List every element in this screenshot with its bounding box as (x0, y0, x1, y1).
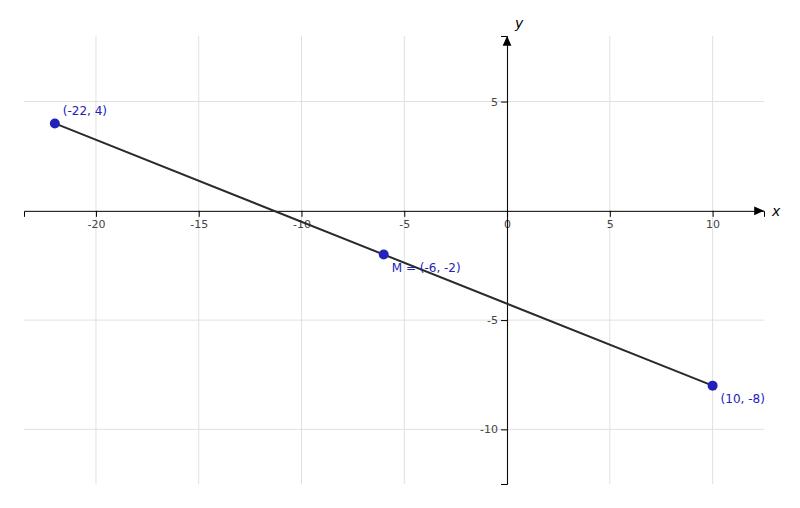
x-axis: -20-15-10-50510 (25, 211, 765, 231)
marks (50, 118, 718, 390)
y-axis: -10 -5 5 (480, 37, 507, 485)
x-tick-label: -20 (87, 218, 105, 231)
grid-line-x (95, 36, 96, 484)
y-tick: 5 (491, 96, 507, 109)
y-tick-mark (501, 102, 507, 103)
x-tick-mark (404, 211, 405, 217)
grid-line-y (24, 101, 764, 102)
grid-line-x (198, 36, 199, 484)
x-tick: -15 (190, 211, 208, 231)
y-axis-line (501, 37, 508, 485)
x-tick-label: -15 (190, 218, 208, 231)
x-tick: 10 (706, 211, 720, 231)
x-tick: -10 (293, 211, 311, 231)
y-tick: -10 (480, 423, 507, 436)
x-tick-mark (96, 211, 97, 217)
y-axis-arrow (503, 36, 512, 46)
x-tick-label: 10 (706, 218, 720, 231)
segment (55, 123, 713, 385)
grid-line-x (712, 36, 713, 484)
point (50, 118, 60, 128)
y-tick-label: -5 (487, 314, 498, 327)
grid-line-x (301, 36, 302, 484)
x-tick-mark (199, 211, 200, 217)
data-label: (-22, 4) (63, 104, 107, 118)
y-tick: -5 (487, 314, 507, 327)
point (379, 250, 389, 260)
y-tick-label: -10 (480, 423, 498, 436)
x-tick-mark (713, 211, 714, 217)
y-tick-mark (501, 429, 507, 430)
point (708, 381, 718, 391)
x-tick-label: -5 (399, 218, 410, 231)
chart: -20-15-10-50510-10-55xy(10, -8)(-22, 4)M… (0, 0, 800, 508)
grid-line-y (24, 320, 764, 321)
y-axis-title: y (514, 15, 524, 31)
x-axis-title: x (771, 203, 781, 219)
x-tick-mark (610, 211, 611, 217)
data-label: (10, -8) (721, 392, 765, 406)
grid-line-x (609, 36, 610, 484)
x-tick: -5 (399, 211, 410, 231)
x-tick-label: 5 (607, 218, 614, 231)
y-tick-mark (501, 320, 507, 321)
grid-line-y (24, 429, 764, 430)
data-label: M = (-6, -2) (392, 261, 461, 275)
y-tick-label: 5 (491, 96, 498, 109)
data-labels: (10, -8) (-22, 4) M = (-6, -2) (63, 104, 765, 406)
grid (24, 36, 764, 484)
x-axis-line (25, 211, 765, 217)
x-tick: -20 (87, 211, 105, 231)
x-tick-mark (302, 211, 303, 217)
x-axis-arrow (754, 206, 764, 215)
grid-line-x (404, 36, 405, 484)
x-tick: 5 (607, 211, 614, 231)
plot: -20-15-10-50510-10-55xy(10, -8)(-22, 4)M… (24, 15, 781, 485)
